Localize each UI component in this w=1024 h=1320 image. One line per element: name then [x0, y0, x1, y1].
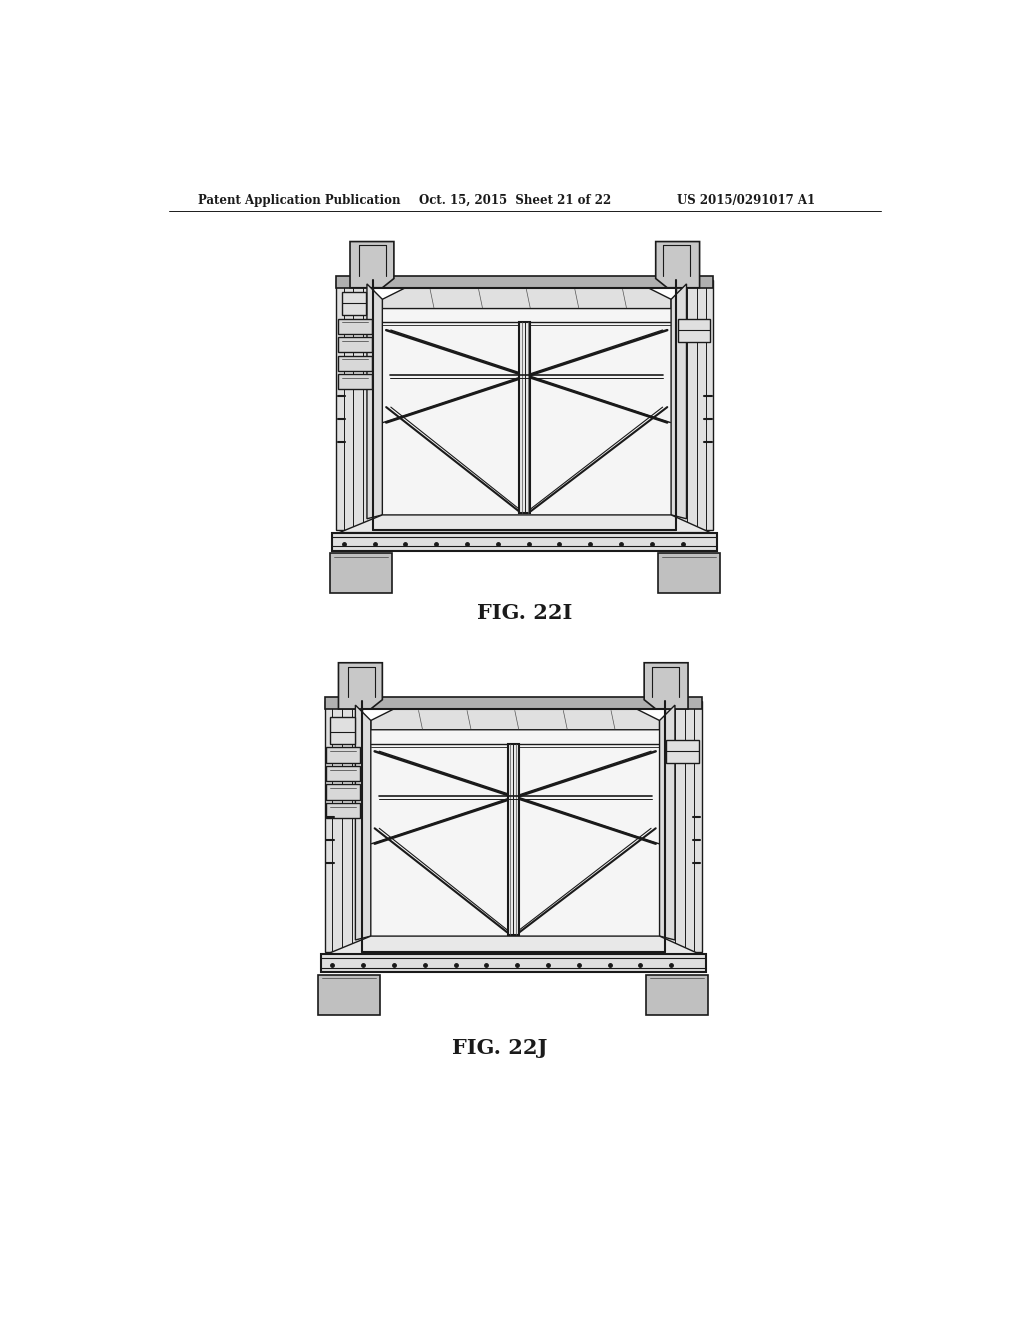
Text: Oct. 15, 2015  Sheet 21 of 22: Oct. 15, 2015 Sheet 21 of 22 — [419, 194, 611, 207]
Bar — [326, 747, 360, 763]
Polygon shape — [644, 663, 688, 709]
Polygon shape — [655, 242, 699, 288]
Polygon shape — [658, 553, 720, 594]
Bar — [678, 318, 711, 342]
Polygon shape — [382, 288, 671, 309]
Bar — [338, 337, 372, 352]
Polygon shape — [355, 705, 371, 940]
Polygon shape — [318, 974, 380, 1015]
Bar — [321, 954, 706, 973]
Bar — [519, 322, 530, 513]
Polygon shape — [325, 697, 701, 709]
Text: US 2015/0291017 A1: US 2015/0291017 A1 — [677, 194, 815, 207]
Polygon shape — [336, 276, 714, 288]
Polygon shape — [659, 705, 675, 940]
Polygon shape — [671, 284, 686, 519]
Polygon shape — [677, 280, 714, 531]
Text: FIG. 22I: FIG. 22I — [477, 603, 572, 623]
Polygon shape — [350, 242, 394, 288]
Polygon shape — [367, 284, 382, 519]
Bar — [326, 784, 360, 800]
Bar — [338, 374, 372, 389]
Bar — [508, 743, 518, 935]
Polygon shape — [336, 280, 373, 531]
Bar — [333, 533, 717, 552]
Bar — [326, 766, 360, 781]
Bar — [326, 803, 360, 818]
Text: Patent Application Publication: Patent Application Publication — [199, 194, 400, 207]
Bar — [667, 739, 698, 763]
Bar — [342, 292, 367, 314]
Polygon shape — [325, 701, 361, 952]
Text: FIG. 22J: FIG. 22J — [453, 1038, 548, 1057]
Polygon shape — [371, 721, 659, 936]
Polygon shape — [371, 709, 659, 730]
Polygon shape — [339, 515, 711, 533]
Polygon shape — [646, 974, 708, 1015]
Polygon shape — [665, 701, 701, 952]
Polygon shape — [330, 553, 391, 594]
Polygon shape — [328, 936, 698, 954]
Polygon shape — [339, 663, 382, 709]
Bar — [330, 717, 354, 743]
Bar — [338, 318, 372, 334]
Polygon shape — [382, 300, 671, 515]
Bar — [338, 355, 372, 371]
